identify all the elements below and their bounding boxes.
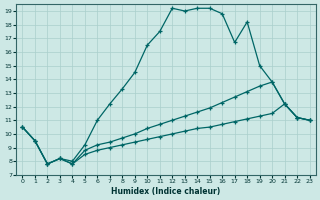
X-axis label: Humidex (Indice chaleur): Humidex (Indice chaleur) bbox=[111, 187, 221, 196]
